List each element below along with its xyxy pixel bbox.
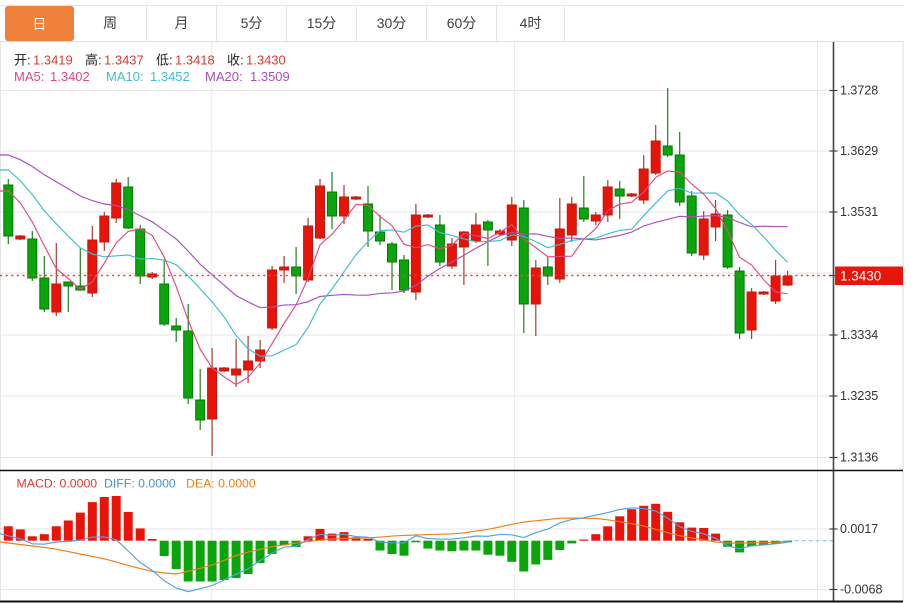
svg-text:1.3419: 1.3419 — [33, 53, 73, 68]
svg-text:1.3437: 1.3437 — [104, 53, 144, 68]
svg-text:0.0017: 0.0017 — [840, 522, 878, 536]
svg-text:1.3402: 1.3402 — [50, 69, 90, 84]
svg-text:1.3136: 1.3136 — [840, 451, 878, 465]
svg-text:1.3430: 1.3430 — [246, 53, 286, 68]
svg-text:高:: 高: — [85, 53, 102, 68]
svg-text:1.3430: 1.3430 — [840, 269, 881, 284]
svg-text:低:: 低: — [156, 53, 173, 68]
svg-text:1.3531: 1.3531 — [840, 205, 878, 219]
svg-text:1.3728: 1.3728 — [840, 84, 878, 98]
svg-text:MACD: 0.0000: MACD: 0.0000 — [17, 477, 98, 491]
svg-text:-0.0068: -0.0068 — [840, 583, 882, 597]
svg-text:MA20:: MA20: — [205, 69, 243, 84]
svg-text:MA5:: MA5: — [14, 69, 44, 84]
svg-text:1.3235: 1.3235 — [840, 389, 878, 403]
svg-text:1.3334: 1.3334 — [840, 328, 878, 342]
svg-text:DIFF: 0.0000: DIFF: 0.0000 — [104, 477, 176, 491]
svg-text:1.3418: 1.3418 — [175, 53, 215, 68]
svg-text:收:: 收: — [227, 53, 244, 68]
svg-text:1.3509: 1.3509 — [250, 69, 290, 84]
svg-text:开:: 开: — [14, 53, 31, 68]
svg-text:1.3629: 1.3629 — [840, 144, 878, 158]
svg-text:MA10:: MA10: — [106, 69, 144, 84]
svg-text:DEA: 0.0000: DEA: 0.0000 — [186, 477, 256, 491]
svg-text:1.3452: 1.3452 — [150, 69, 190, 84]
